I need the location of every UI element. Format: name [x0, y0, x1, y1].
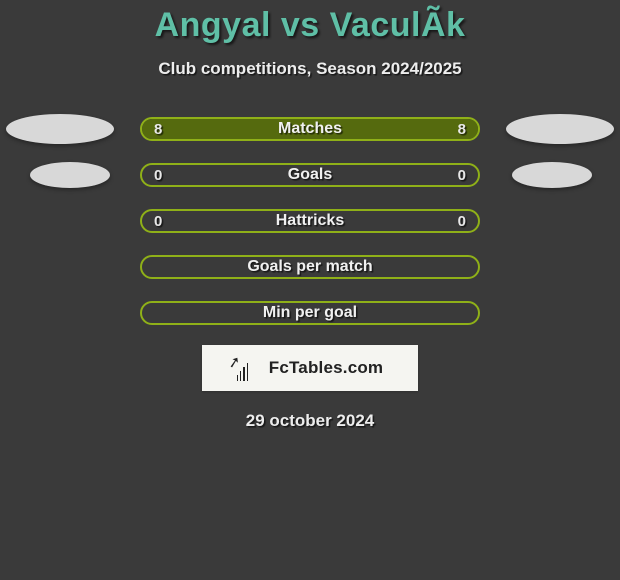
stat-value-left: 8 — [154, 121, 162, 138]
comparison-infographic: Angyal vs VaculÃ­k Club competitions, Se… — [0, 0, 620, 580]
logo-text: FcTables.com — [269, 358, 384, 378]
stat-label: Hattricks — [276, 212, 344, 230]
player-badge-left — [30, 162, 110, 188]
player-badge-right — [506, 114, 614, 144]
stat-label: Min per goal — [263, 304, 357, 322]
stat-label: Goals — [288, 166, 332, 184]
stat-value-left: 0 — [154, 167, 162, 184]
stat-label: Matches — [278, 120, 342, 138]
stat-value-left: 0 — [154, 213, 162, 230]
stat-value-right: 0 — [458, 213, 466, 230]
stat-row: Min per goal — [0, 301, 620, 325]
stat-value-right: 8 — [458, 121, 466, 138]
stat-row: Goals per match — [0, 255, 620, 279]
player-badge-left — [6, 114, 114, 144]
logo-box: ➚ FcTables.com — [202, 345, 418, 391]
stat-label: Goals per match — [247, 258, 372, 276]
stat-bar: 0 Goals 0 — [140, 163, 480, 187]
stat-row: 8 Matches 8 — [0, 117, 620, 141]
stat-bar: 8 Matches 8 — [140, 117, 480, 141]
stat-bar: 0 Hattricks 0 — [140, 209, 480, 233]
subtitle: Club competitions, Season 2024/2025 — [158, 59, 461, 79]
stat-rows: 8 Matches 8 0 Goals 0 0 Hat — [0, 117, 620, 325]
fctables-logo-icon: ➚ — [237, 355, 263, 381]
stat-value-right: 0 — [458, 167, 466, 184]
page-title: Angyal vs VaculÃ­k — [155, 6, 466, 45]
stat-bar: Goals per match — [140, 255, 480, 279]
stat-bar: Min per goal — [140, 301, 480, 325]
player-badge-right — [512, 162, 592, 188]
stat-row: 0 Hattricks 0 — [0, 209, 620, 233]
stat-row: 0 Goals 0 — [0, 163, 620, 187]
date-text: 29 october 2024 — [246, 411, 375, 431]
